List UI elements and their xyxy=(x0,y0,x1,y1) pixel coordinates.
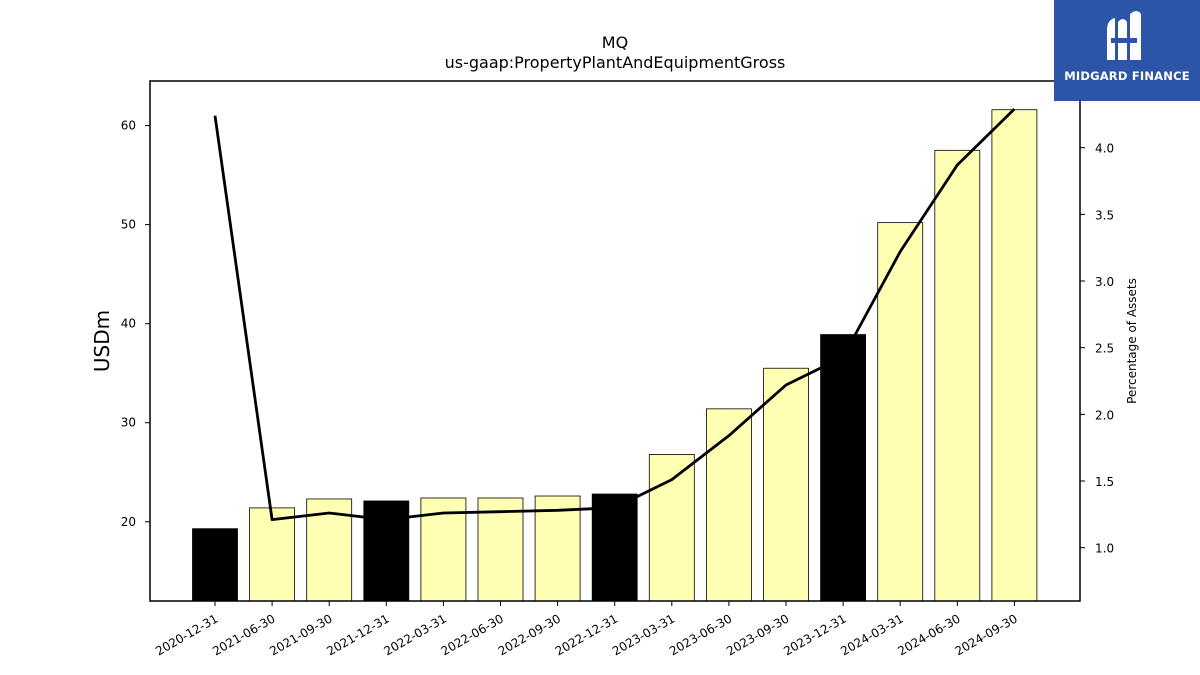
bar-2023-12-31 xyxy=(820,334,866,602)
y-tick-label: 60 xyxy=(121,119,136,133)
y2-tick-label: 1.5 xyxy=(1095,475,1114,489)
y-tick-label: 30 xyxy=(121,416,136,430)
x-tick-label: 2023-09-30 xyxy=(724,611,791,658)
right-axis-ticks: 1.0 1.5 2.0 2.5 3.0 3.5 4.0 xyxy=(1080,142,1114,556)
y2-tick-label: 1.0 xyxy=(1095,542,1114,556)
x-tick-label: 2022-12-31 xyxy=(553,611,620,658)
bar-2023-09-30 xyxy=(763,367,809,602)
line-group xyxy=(213,108,1016,522)
bar-2022-12-31 xyxy=(591,493,638,602)
brand-logo: MIDGARD FINANCE xyxy=(1054,0,1200,101)
y-tick-label: 40 xyxy=(121,317,136,331)
bar-2024-06-30 xyxy=(934,149,981,602)
x-tick-label: 2022-09-30 xyxy=(496,611,563,658)
x-tick-label: 2023-03-31 xyxy=(610,611,677,658)
y2-tick-label: 4.0 xyxy=(1095,142,1114,156)
bar-2024-03-31 xyxy=(877,222,924,602)
bar-2022-09-30 xyxy=(534,495,581,602)
bar-2023-06-30 xyxy=(706,408,752,602)
x-tick-label: 2021-12-31 xyxy=(324,611,391,658)
logo-mark-icon xyxy=(1107,11,1141,60)
bar-2022-06-30 xyxy=(477,497,524,602)
asset-percentage-line xyxy=(213,108,1016,522)
x-tick-label: 2021-06-30 xyxy=(210,611,277,658)
y2-axis-label: Percentage of Assets xyxy=(1125,278,1139,404)
bar-2024-09-30 xyxy=(991,109,1038,602)
chart-title: MQ xyxy=(602,33,628,52)
chart-subtitle: us-gaap:PropertyPlantAndEquipmentGross xyxy=(445,53,786,72)
x-tick-label: 2020-12-31 xyxy=(153,611,220,658)
bars-group xyxy=(192,109,1038,602)
y2-tick-label: 3.5 xyxy=(1095,208,1114,222)
y-tick-label: 50 xyxy=(121,218,136,232)
x-tick-label: 2023-12-31 xyxy=(781,611,848,658)
y2-tick-label: 3.0 xyxy=(1095,275,1114,289)
bar-2020-12-31 xyxy=(192,528,238,602)
x-tick-label: 2023-06-30 xyxy=(667,611,734,658)
x-axis-ticks: 2020-12-312021-06-302021-09-302021-12-31… xyxy=(153,601,1020,658)
y-tick-label: 20 xyxy=(121,515,136,529)
left-axis-ticks: 20 30 40 50 60 xyxy=(121,119,150,529)
x-tick-label: 2022-03-31 xyxy=(381,611,448,658)
y-axis-label: USDm xyxy=(90,310,114,372)
bar-2021-12-31 xyxy=(363,500,410,602)
y2-tick-label: 2.5 xyxy=(1095,342,1114,356)
logo-text: MIDGARD FINANCE xyxy=(1064,69,1190,83)
x-tick-label: 2024-09-30 xyxy=(952,611,1019,658)
y2-tick-label: 2.0 xyxy=(1095,408,1114,422)
bar-2023-03-31 xyxy=(648,454,695,602)
bar-2021-06-30 xyxy=(249,507,296,602)
x-tick-label: 2021-09-30 xyxy=(267,611,334,658)
x-tick-label: 2022-06-30 xyxy=(439,611,506,658)
x-tick-label: 2024-06-30 xyxy=(895,611,962,658)
x-tick-label: 2024-03-31 xyxy=(838,611,905,658)
